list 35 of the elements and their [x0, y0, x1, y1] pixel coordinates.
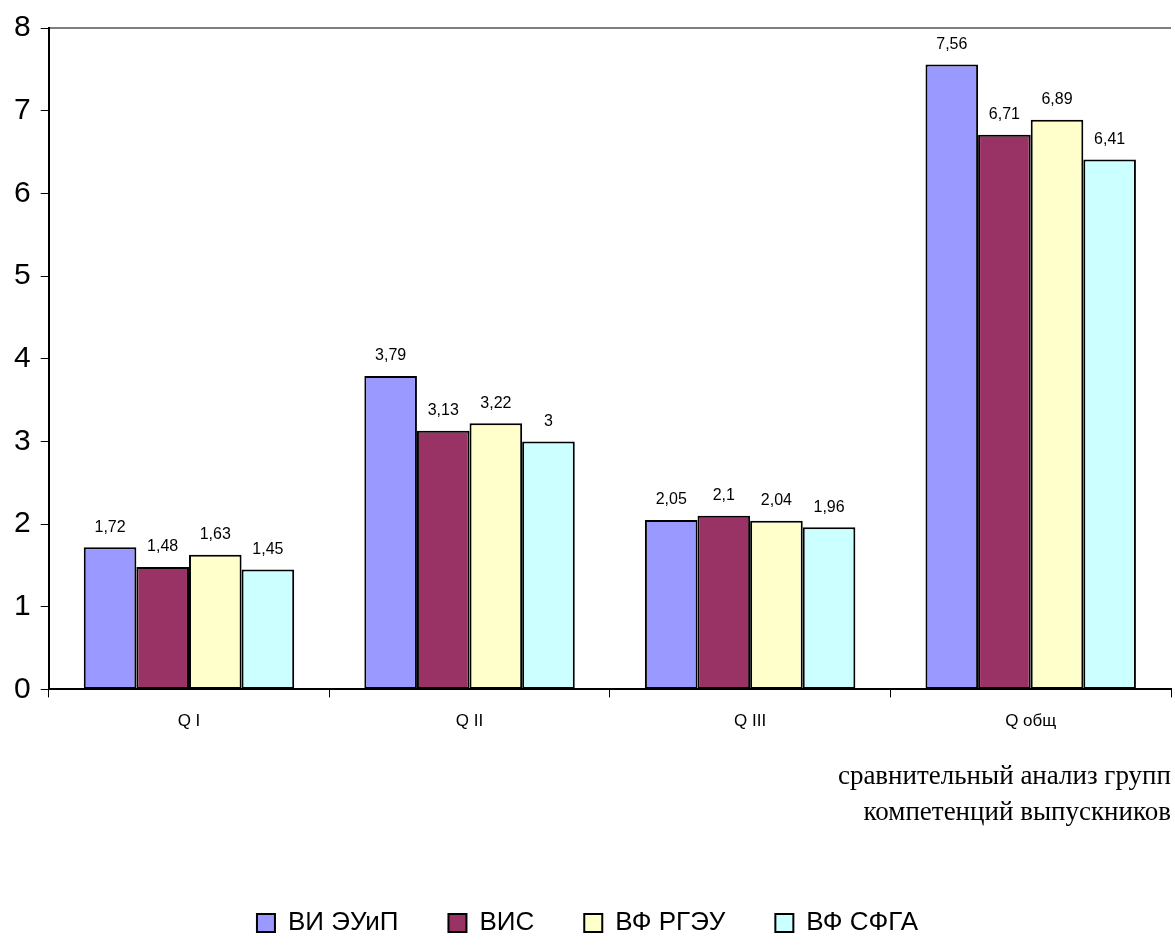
legend-label: ВФ СФГА: [806, 906, 919, 937]
data-label: 3,79: [375, 346, 407, 364]
data-label: 6,89: [1041, 90, 1073, 108]
legend-label: ВФ РГЭУ: [615, 906, 726, 937]
x-tick-label: Q II: [455, 711, 484, 731]
data-label: 6,41: [1094, 129, 1126, 147]
x-tick-label: Q III: [734, 711, 767, 731]
data-label: 2,04: [760, 491, 793, 509]
y-tick-label: 3: [14, 422, 31, 456]
data-label: 1,63: [199, 525, 231, 543]
data-label: 3,13: [427, 401, 459, 419]
data-label: 7,56: [936, 34, 968, 52]
data-label: 2,1: [712, 486, 736, 504]
data-label: 3,22: [480, 393, 512, 411]
x-tick-label: Q I: [177, 711, 201, 731]
data-label: 1,48: [147, 537, 179, 555]
y-tick-label: 6: [14, 174, 31, 208]
y-tick-label: 5: [14, 257, 31, 291]
data-label: 3: [544, 411, 554, 429]
text: компетенций выпускников: [863, 795, 1171, 826]
data-label: 6,71: [988, 105, 1021, 123]
legend-label: ВИС: [479, 906, 535, 937]
y-tick-label: 2: [14, 505, 31, 539]
data-label: 1,45: [252, 539, 284, 557]
x-tick-label: Q общ: [1005, 711, 1057, 731]
y-tick-label: 7: [14, 91, 31, 125]
data-label: 2,05: [655, 490, 687, 508]
y-tick-label: 1: [14, 587, 31, 621]
y-tick-label: 0: [14, 670, 31, 704]
y-tick-label: 8: [14, 9, 31, 43]
text: сравнительный анализ групп: [837, 760, 1171, 791]
y-tick-label: 4: [14, 339, 31, 373]
data-label: 1,72: [94, 517, 126, 535]
legend-label: ВИ ЭУиП: [287, 906, 399, 937]
data-label: 1,96: [813, 497, 845, 515]
